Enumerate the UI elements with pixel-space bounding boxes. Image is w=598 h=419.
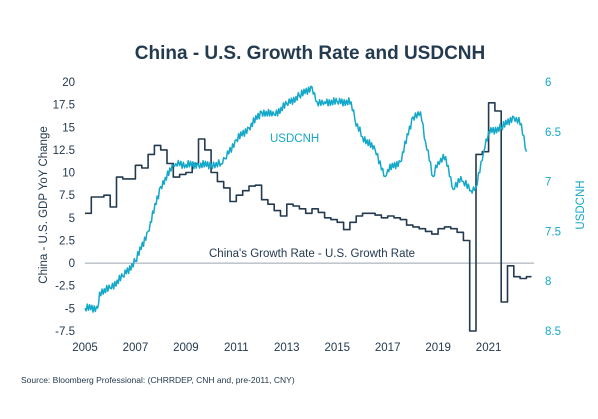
y-left-tick-label: -7.5 — [55, 326, 75, 338]
chart-title: China - U.S. Growth Rate and USDCNH — [135, 43, 485, 64]
x-tick-label: 2017 — [375, 342, 401, 354]
growth-diff-series-line — [85, 102, 532, 332]
y-left-tick-label: 20 — [62, 77, 75, 89]
y-right-tick-label: 7.5 — [545, 226, 561, 238]
y-axis-right-label: USDCNH — [575, 180, 587, 229]
y-right-tick-label: 8 — [545, 276, 551, 288]
source-note: Source: Bloomberg Professional: (CHRRDEP… — [21, 375, 295, 385]
y-left-tick-label: 12.5 — [53, 145, 75, 157]
y-left-tick-label: 0 — [69, 258, 75, 270]
y-right-tick-label: 7 — [545, 177, 551, 189]
y-right-tick-label: 8.5 — [545, 326, 561, 338]
plot-area: 20 17.5 15 12.5 10 7.5 5 2.5 0 -2.5 -5 -7.5 6 6.5 7 7.5… — [53, 77, 561, 354]
usdcnh-series-line — [84, 85, 528, 313]
y-left-tick-label: 2.5 — [59, 235, 75, 247]
growth-annotation: China's Growth Rate - U.S. Growth Rate — [209, 248, 415, 260]
x-tick-label: 2007 — [123, 342, 149, 354]
y-left-tick-label: 17.5 — [53, 100, 75, 112]
usdcnh-annotation: USDCNH — [270, 133, 319, 145]
x-tick-label: 2011 — [224, 342, 249, 354]
x-tick-label: 2015 — [324, 342, 350, 354]
y-axis-left-label: China - U.S. GDP YoY Change — [38, 126, 50, 283]
x-tick-label: 2005 — [72, 342, 98, 354]
y-left-tick-label: 15 — [62, 122, 75, 134]
y-right-tick-label: 6.5 — [545, 127, 561, 139]
y-left-tick-label: 10 — [62, 168, 75, 180]
y-left-tick-label: -2.5 — [55, 281, 75, 293]
x-tick-label: 2009 — [173, 342, 199, 354]
x-tick-label: 2013 — [274, 342, 300, 354]
y-left-tick-label: 7.5 — [59, 190, 75, 202]
y-left-tick-label: -5 — [65, 303, 75, 315]
y-left-tick-label: 5 — [69, 213, 75, 225]
y-right-tick-label: 6 — [545, 77, 551, 89]
x-tick-label: 2021 — [476, 342, 502, 354]
x-tick-label: 2019 — [425, 342, 451, 354]
